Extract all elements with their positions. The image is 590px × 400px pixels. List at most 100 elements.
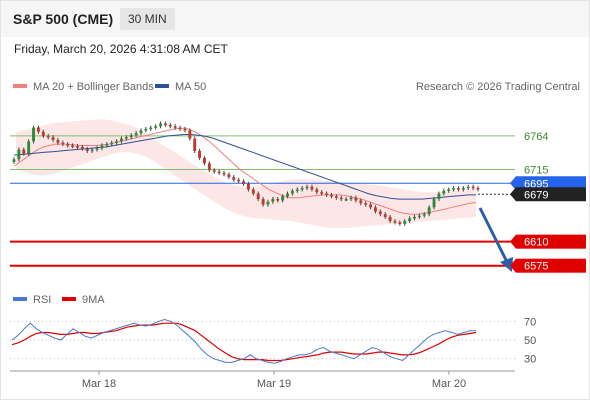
ma20-line — [13, 127, 477, 215]
candle — [466, 184, 470, 191]
candle — [173, 124, 177, 130]
candle — [334, 194, 338, 200]
level-label-6764: 6764 — [524, 131, 548, 143]
candle — [427, 205, 431, 217]
timestamp: Friday, March 20, 2026 4:31:08 AM CET — [14, 42, 228, 56]
level-label-6715: 6715 — [524, 165, 548, 177]
candle — [66, 142, 70, 148]
candle — [154, 124, 158, 130]
candle — [364, 201, 368, 207]
candle — [222, 170, 226, 177]
forecast-arrow — [478, 207, 513, 272]
legend-rsi: RSI — [33, 294, 51, 306]
candle — [203, 155, 206, 166]
chart-credit: Research © 2026 Trading Central — [416, 81, 580, 93]
candle — [300, 186, 304, 192]
candle — [447, 187, 451, 193]
candle — [373, 205, 377, 214]
candle — [27, 139, 31, 156]
candle — [100, 143, 104, 151]
candle — [388, 214, 392, 224]
candle — [403, 218, 407, 226]
candle — [330, 192, 333, 199]
chart-header: S&P 500 (CME) 30 MIN — [1, 1, 589, 37]
candle — [422, 212, 426, 218]
candle — [315, 187, 319, 195]
candle — [193, 136, 197, 154]
candle — [76, 144, 79, 149]
rsi-panel: 70 50 30 — [10, 316, 536, 366]
candle — [51, 135, 55, 143]
candle — [95, 146, 99, 152]
candle — [266, 199, 270, 207]
candle — [80, 144, 84, 151]
level-label-6575: 6575 — [524, 261, 548, 273]
x-tick-label-mar18: Mar 18 — [82, 378, 116, 390]
rsi-tick-70: 70 — [524, 316, 536, 328]
level-box-6575 — [516, 258, 586, 273]
candle — [359, 198, 363, 206]
candle — [183, 126, 187, 133]
candle — [17, 147, 21, 162]
ma50-line — [13, 134, 476, 200]
interval-badge[interactable]: 30 MIN — [120, 8, 175, 30]
candle — [85, 146, 89, 154]
candle — [22, 147, 26, 156]
candle — [139, 128, 143, 136]
candle — [159, 121, 162, 129]
candle — [232, 175, 236, 182]
instrument-title: S&P 500 (CME) — [13, 11, 114, 27]
candle — [178, 125, 182, 132]
candle — [115, 139, 119, 145]
candle — [129, 133, 133, 140]
candle — [212, 168, 216, 174]
rsi-line — [11, 318, 476, 364]
candle — [305, 184, 309, 191]
legend-9ma: 9MA — [82, 294, 105, 306]
level-box-6695 — [516, 176, 586, 191]
legend-swatch-ma20 — [13, 84, 27, 88]
candle — [168, 122, 172, 129]
candle — [408, 216, 412, 224]
candle — [198, 148, 202, 160]
candle — [227, 172, 231, 180]
candle — [457, 186, 460, 192]
level-box-6610 — [516, 234, 586, 249]
candle — [188, 128, 192, 141]
candle — [56, 137, 60, 145]
rsi-ma9-line — [11, 322, 477, 362]
legend-swatch-ma50 — [155, 84, 169, 88]
candle — [349, 195, 353, 202]
candle — [310, 184, 314, 192]
candle — [36, 125, 40, 134]
legend-ma20: MA 20 + Bollinger Bands — [33, 81, 154, 93]
candle — [378, 209, 382, 217]
candle — [71, 143, 75, 149]
candle — [383, 212, 387, 219]
candle — [393, 218, 397, 225]
candle — [452, 186, 456, 192]
candle — [110, 140, 114, 147]
candle — [271, 197, 275, 204]
candle — [12, 157, 16, 165]
level-label-6610: 6610 — [524, 237, 548, 249]
candle — [46, 133, 50, 140]
candle — [325, 191, 329, 197]
candle — [339, 195, 343, 202]
candle — [276, 197, 280, 203]
legend-swatch-rsi — [13, 297, 27, 301]
candle — [41, 129, 45, 138]
legend-ma50: MA 50 — [175, 81, 206, 93]
candle — [471, 184, 475, 191]
candle — [90, 147, 94, 154]
candle — [217, 169, 221, 176]
candle — [61, 140, 65, 147]
x-tick-label-mar20: Mar 20 — [432, 378, 466, 390]
candle — [207, 161, 211, 173]
price-levels — [10, 135, 515, 267]
candle — [344, 197, 348, 202]
candle — [290, 188, 294, 196]
candle — [476, 186, 480, 192]
candle — [134, 131, 138, 138]
